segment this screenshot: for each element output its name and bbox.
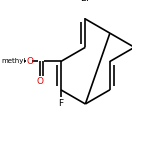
Text: O: O <box>36 77 43 86</box>
Text: O: O <box>26 57 33 66</box>
Text: F: F <box>58 99 63 108</box>
Text: methyl: methyl <box>1 59 25 64</box>
Text: Br: Br <box>80 0 90 3</box>
